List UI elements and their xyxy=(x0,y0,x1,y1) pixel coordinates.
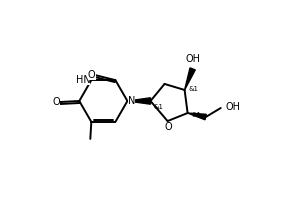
Text: N: N xyxy=(128,96,135,106)
Text: O: O xyxy=(88,69,96,80)
Text: O: O xyxy=(164,122,172,132)
Text: &1: &1 xyxy=(192,112,202,118)
Text: HN: HN xyxy=(76,75,90,85)
Polygon shape xyxy=(187,113,206,120)
Text: &1: &1 xyxy=(153,104,163,110)
Text: OH: OH xyxy=(226,102,241,113)
Text: &1: &1 xyxy=(189,86,199,92)
Polygon shape xyxy=(127,98,150,104)
Text: O: O xyxy=(53,97,60,107)
Text: OH: OH xyxy=(186,54,201,64)
Polygon shape xyxy=(184,68,195,90)
